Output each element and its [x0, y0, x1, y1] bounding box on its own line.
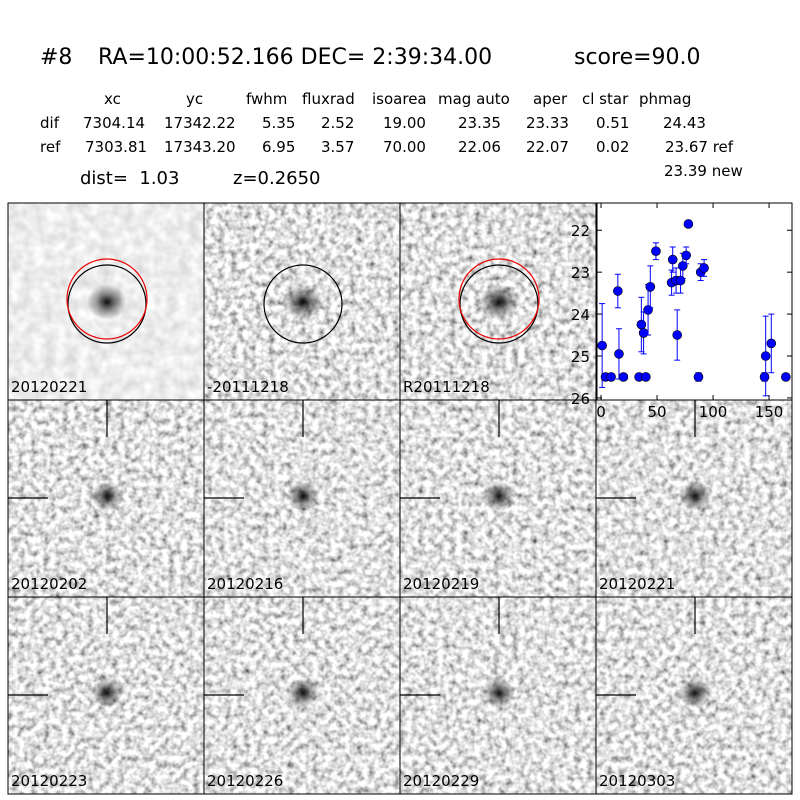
y-tick-label: 24: [571, 306, 590, 324]
data-point: [699, 263, 709, 273]
data-point: [636, 319, 647, 330]
table-cell: 0.51: [596, 114, 629, 132]
data-point: [693, 372, 704, 382]
aperture: [263, 264, 343, 344]
data-point: [672, 330, 682, 340]
data-point: [683, 219, 694, 229]
plot-frame: [596, 202, 793, 401]
panel-label: 20120303: [599, 772, 675, 790]
table-cell: 70.00: [383, 138, 426, 156]
panel-label: -20111218: [207, 378, 289, 396]
source: [287, 481, 319, 511]
y-tick-label: 22: [571, 222, 590, 240]
score: score=90.0: [574, 45, 701, 70]
column-header: isoarea: [372, 90, 427, 108]
panel-label: 20120226: [207, 772, 283, 790]
data-point: [613, 286, 623, 296]
data-point: [618, 372, 629, 382]
data-point: [651, 246, 661, 257]
panel-frame: [595, 596, 793, 795]
data-point: [645, 282, 656, 292]
column-header: phmag: [639, 90, 691, 108]
coordinates: RA=10:00:52.166 DEC= 2:39:34.00: [98, 45, 492, 70]
x-tick-label: 100: [699, 403, 728, 421]
data-point: [643, 305, 653, 315]
table-cell: 17342.22: [164, 114, 236, 132]
y-tick-label: 25: [571, 348, 590, 366]
panel-label: 20120223: [11, 772, 87, 790]
y-tick-label: 23: [571, 264, 590, 282]
source: [287, 678, 319, 708]
source: [679, 678, 711, 708]
source: [479, 284, 519, 320]
data-point: [606, 372, 616, 382]
column-header: fluxrad: [302, 90, 355, 108]
panel-label: 20120219: [403, 575, 479, 593]
column-header: fwhm: [246, 90, 287, 108]
y-tick-label: 26: [571, 390, 590, 408]
table-cell: 22.06: [458, 138, 501, 156]
table-cell: 23.67 ref: [665, 138, 734, 156]
column-header: xc: [104, 90, 121, 108]
panel-label: 20120221: [599, 575, 675, 593]
table-cell: 7303.81: [85, 138, 147, 156]
panel-label: 20120216: [207, 575, 283, 593]
table-cell: 23.35: [458, 114, 501, 132]
aperture: [67, 264, 147, 344]
table-cell: 24.43: [663, 114, 706, 132]
source: [483, 678, 515, 708]
table-cell: 6.95: [262, 138, 295, 156]
dist: dist= 1.03: [80, 168, 179, 189]
column-header: cl star: [582, 90, 629, 108]
data-point: [681, 250, 691, 261]
aperture: [459, 264, 539, 344]
table-cell: 2.52: [321, 114, 354, 132]
data-point: [638, 328, 649, 338]
data-point: [667, 254, 678, 265]
table-cell: 17343.20: [164, 138, 236, 156]
row-label: ref: [40, 138, 61, 156]
row-label: dif: [40, 114, 60, 132]
source: [679, 481, 711, 511]
panel-label: 20120229: [403, 772, 479, 790]
data-point: [675, 275, 686, 286]
panel-label: 20120202: [11, 575, 87, 593]
panel-label: R20111218: [403, 378, 490, 396]
table-cell: 3.57: [321, 138, 354, 156]
x-tick-label: 50: [647, 403, 666, 421]
panel-label: 20120221: [11, 378, 87, 396]
aperture-ref: [66, 258, 148, 340]
x-tick-label: 0: [596, 403, 606, 421]
data-point: [781, 372, 791, 382]
candidate-id: #8: [40, 45, 72, 70]
redshift: z=0.2650: [233, 168, 321, 189]
column-header: yc: [186, 90, 203, 108]
aperture-ref: [458, 258, 540, 340]
table-cell: 22.07: [526, 138, 569, 156]
source: [91, 481, 123, 511]
x-tick-label: 150: [755, 403, 784, 421]
phmag-new: 23.39 new: [664, 162, 743, 180]
table-cell: 19.00: [383, 114, 426, 132]
source: [91, 678, 123, 708]
table-cell: 5.35: [262, 114, 295, 132]
table-cell: 0.02: [596, 138, 629, 156]
table-cell: 7304.14: [83, 114, 145, 132]
data-point: [641, 372, 651, 382]
data-point: [759, 372, 770, 382]
source: [283, 284, 323, 320]
column-header: mag auto: [438, 90, 510, 108]
column-header: aper: [533, 90, 568, 108]
table-cell: 23.33: [526, 114, 569, 132]
plot-area: [597, 203, 792, 400]
source: [87, 284, 127, 320]
source: [483, 481, 515, 511]
data-point: [614, 349, 624, 359]
data-point: [760, 351, 771, 361]
data-point: [766, 338, 777, 349]
data-point: [597, 340, 607, 351]
